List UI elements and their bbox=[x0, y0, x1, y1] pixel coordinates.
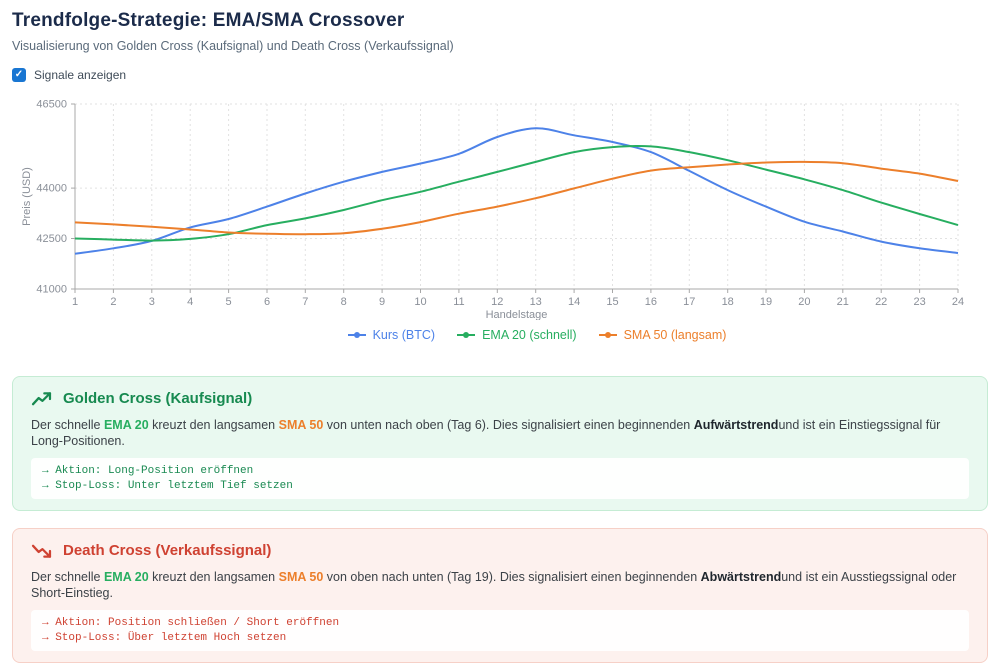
desc-text: von unten nach oben (Tag 6). Dies signal… bbox=[323, 418, 694, 432]
death-cross-action-code: → Aktion: Position schließen / Short erö… bbox=[31, 610, 969, 651]
signals-checkbox[interactable]: ✓ bbox=[12, 68, 26, 82]
ema-label: EMA 20 bbox=[103, 418, 149, 432]
desc-text: kreuzt den langsamen bbox=[148, 570, 279, 584]
svg-text:46500: 46500 bbox=[36, 99, 67, 111]
svg-text:19: 19 bbox=[760, 296, 772, 308]
death-cross-title: Death Cross (Verkaufssignal) bbox=[63, 542, 272, 559]
trend-bold: Abwärtstrend bbox=[700, 570, 782, 584]
golden-cross-header: Golden Cross (Kaufsignal) bbox=[31, 390, 969, 407]
svg-text:18: 18 bbox=[722, 296, 734, 308]
page-subtitle: Visualisierung von Golden Cross (Kaufsig… bbox=[12, 39, 454, 53]
legend-marker-icon bbox=[347, 332, 366, 338]
legend-item-ema-20-schnell-[interactable]: EMA 20 (schnell) bbox=[457, 328, 577, 342]
chart-legend: Kurs (BTC) EMA 20 (schnell) SMA 50 (langsa… bbox=[0, 328, 1000, 342]
svg-text:4: 4 bbox=[187, 296, 193, 308]
page: Trendfolge-Strategie: EMA/SMA Crossover … bbox=[0, 10, 1000, 663]
svg-text:5: 5 bbox=[226, 296, 232, 308]
code-line: → Stop-Loss: Unter letztem Tief setzen bbox=[42, 479, 293, 492]
svg-text:12: 12 bbox=[491, 296, 503, 308]
desc-text: und ist ein Ausstiegssignal oder Short-E… bbox=[31, 570, 957, 600]
svg-text:16: 16 bbox=[645, 296, 657, 308]
golden-cross-description: Der schnelle EMA 20 kreuzt den langsamen… bbox=[31, 417, 969, 449]
svg-text:42500: 42500 bbox=[36, 233, 67, 245]
svg-text:7: 7 bbox=[302, 296, 308, 308]
legend-label: EMA 20 (schnell) bbox=[482, 328, 577, 342]
price-chart: 41000 42500 44000 46500 1 2 3 4 5 6 7 8 9 10 11 12 13 14 1… bbox=[0, 92, 1000, 344]
svg-text:41000: 41000 bbox=[36, 284, 67, 296]
svg-text:22: 22 bbox=[875, 296, 887, 308]
golden-cross-card: Golden Cross (Kaufsignal) Der schnelle E… bbox=[12, 376, 988, 511]
legend-item-kurs-btc-[interactable]: Kurs (BTC) bbox=[347, 328, 436, 342]
code-line: → Stop-Loss: Über letztem Hoch setzen bbox=[42, 631, 287, 644]
check-icon: ✓ bbox=[14, 69, 24, 80]
svg-text:24: 24 bbox=[952, 296, 964, 308]
svg-text:21: 21 bbox=[837, 296, 849, 308]
desc-text: und ist ein Einstiegssignal für Long-Pos… bbox=[31, 418, 941, 448]
golden-cross-action-code: → Aktion: Long-Position eröffnen → Stop-… bbox=[31, 458, 969, 499]
svg-text:44000: 44000 bbox=[36, 183, 67, 195]
svg-text:Preis (USD): Preis (USD) bbox=[21, 167, 33, 226]
desc-text: Der schnelle bbox=[31, 570, 104, 584]
legend-label: SMA 50 (langsam) bbox=[623, 328, 727, 342]
svg-text:14: 14 bbox=[568, 296, 580, 308]
svg-text:6: 6 bbox=[264, 296, 270, 308]
svg-text:17: 17 bbox=[683, 296, 695, 308]
svg-text:8: 8 bbox=[341, 296, 347, 308]
signals-checkbox-label: Signale anzeigen bbox=[34, 68, 127, 82]
desc-text: kreuzt den langsamen bbox=[148, 418, 279, 432]
ema-label: EMA 20 bbox=[103, 570, 149, 584]
legend-marker-icon bbox=[598, 332, 617, 338]
sma-label: SMA 50 bbox=[278, 570, 324, 584]
golden-cross-title: Golden Cross (Kaufsignal) bbox=[63, 390, 253, 407]
svg-text:2: 2 bbox=[110, 296, 116, 308]
death-cross-header: Death Cross (Verkaufssignal) bbox=[31, 542, 969, 559]
svg-text:1: 1 bbox=[72, 296, 78, 308]
page-title: Trendfolge-Strategie: EMA/SMA Crossover bbox=[12, 10, 405, 31]
trend-bold: Aufwärtstrend bbox=[693, 418, 779, 432]
svg-text:20: 20 bbox=[798, 296, 810, 308]
svg-text:11: 11 bbox=[453, 296, 464, 308]
svg-text:3: 3 bbox=[149, 296, 155, 308]
legend-label: Kurs (BTC) bbox=[372, 328, 436, 342]
legend-marker-icon bbox=[457, 332, 476, 338]
svg-text:15: 15 bbox=[606, 296, 618, 308]
legend-item-sma-50-langsam-[interactable]: SMA 50 (langsam) bbox=[598, 328, 727, 342]
code-line: → Aktion: Long-Position eröffnen bbox=[42, 465, 254, 477]
svg-text:Handelstage: Handelstage bbox=[486, 309, 548, 320]
svg-text:23: 23 bbox=[913, 296, 925, 308]
svg-text:9: 9 bbox=[379, 296, 385, 308]
death-cross-description: Der schnelle EMA 20 kreuzt den langsamen… bbox=[31, 569, 969, 601]
trend-down-icon bbox=[31, 543, 52, 559]
death-cross-card: Death Cross (Verkaufssignal) Der schnell… bbox=[12, 528, 988, 663]
signals-toggle[interactable]: ✓ Signale anzeigen bbox=[12, 68, 126, 82]
svg-text:13: 13 bbox=[530, 296, 542, 308]
desc-text: Der schnelle bbox=[31, 418, 104, 432]
trend-up-icon bbox=[31, 391, 52, 407]
sma-label: SMA 50 bbox=[278, 418, 324, 432]
desc-text: von oben nach unten (Tag 19). Dies signa… bbox=[323, 570, 701, 584]
svg-text:10: 10 bbox=[414, 296, 426, 308]
code-line: → Aktion: Position schließen / Short erö… bbox=[42, 617, 340, 629]
